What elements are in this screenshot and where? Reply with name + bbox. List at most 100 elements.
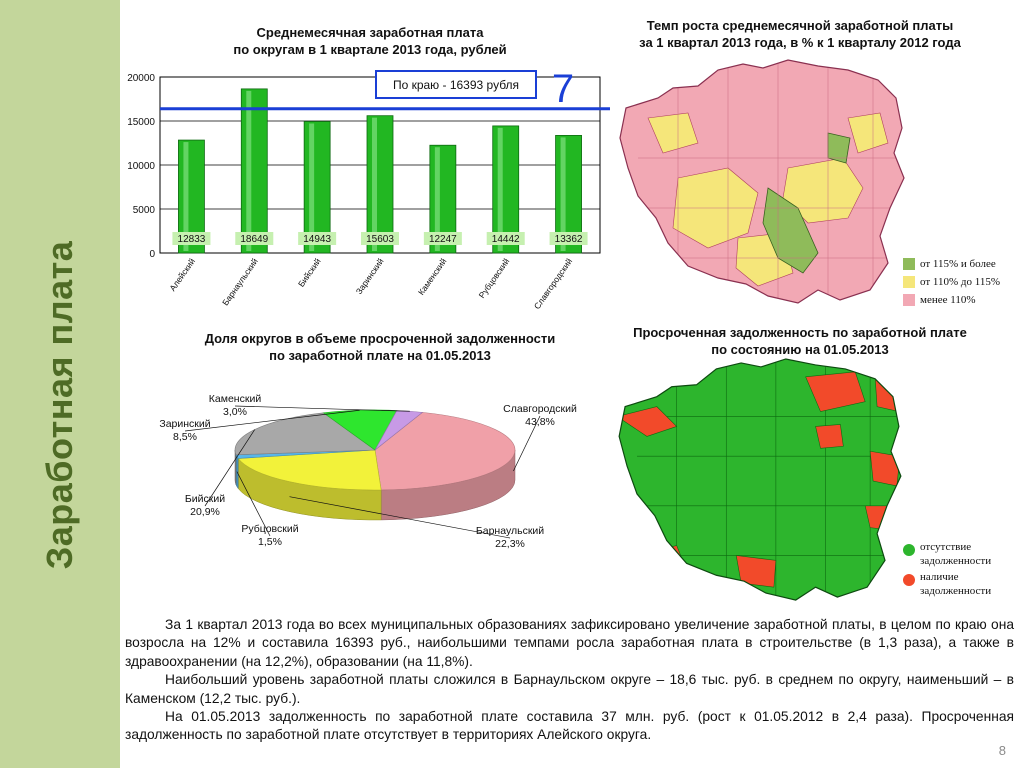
- pie-slice-name: Славгородский: [503, 403, 577, 415]
- bar: [303, 121, 331, 254]
- pie-leader-line: [204, 429, 256, 507]
- bar: [366, 115, 394, 254]
- x-tick-label: Барнаульский: [220, 256, 260, 307]
- data-label: 14943: [303, 234, 331, 245]
- legend-swatch: [903, 276, 915, 288]
- data-label: 13362: [555, 234, 583, 245]
- sidebar: Заработная плата: [0, 0, 120, 768]
- legend-item: отсутствие задолженности: [903, 540, 1006, 568]
- map2-legend: отсутствие задолженности наличие задолже…: [903, 540, 1006, 600]
- legend-item: менее 110%: [903, 291, 1000, 309]
- bar-highlight: [309, 123, 315, 251]
- growth-map: [619, 59, 905, 304]
- pie-slice: [374, 412, 516, 491]
- sidebar-title: Заработная плата: [39, 240, 80, 570]
- map2-title-line: по состоянию на 01.05.2013: [711, 342, 889, 357]
- callout-text: По краю - 16393 рубля: [393, 78, 519, 92]
- bar-highlight: [372, 117, 377, 251]
- map1-title-line: Темп роста среднемесячной заработной пла…: [646, 18, 954, 33]
- pie-slice-name: Рубцовский: [241, 523, 298, 535]
- summary-paragraph: Наибольший уровень заработной платы слож…: [125, 672, 1014, 706]
- pie-chart-title-line: Доля округов в объеме просроченной задол…: [204, 331, 556, 346]
- page-number: 8: [998, 743, 1006, 758]
- bar-chart: 12833 18649 14943 15603 12247 14442 13362 0 500…: [127, 67, 610, 311]
- legend-label: менее 110%: [920, 294, 976, 306]
- data-label-box: [361, 232, 399, 245]
- bar-highlight: [246, 90, 252, 252]
- map1-title-line: за 1 квартал 2013 года, в % к 1 кварталу…: [639, 35, 961, 50]
- pie-slice-name: Заринский: [159, 418, 210, 430]
- pie-slice-value: 1,5%: [258, 536, 282, 548]
- x-tick-label: Алейский: [167, 256, 197, 293]
- bar-highlight: [434, 147, 440, 251]
- data-label-box: [172, 232, 211, 245]
- data-label: 18649: [240, 234, 268, 245]
- bar-chart-title: Среднемесячная заработная плата по округ…: [140, 24, 600, 58]
- map2-title: Просроченная задолженность по заработной…: [590, 324, 1010, 358]
- pie-slice-value: 43,8%: [525, 416, 555, 428]
- y-tick-label: 5000: [133, 205, 156, 216]
- bar-highlight: [560, 137, 566, 251]
- pie-slice-name: Бийский: [185, 493, 225, 505]
- pie-slice: [237, 449, 382, 491]
- data-label: 15603: [366, 234, 394, 245]
- pie-slice-value: 3,0%: [223, 406, 247, 418]
- y-tick-label: 0: [149, 249, 155, 260]
- pie-chart-title: Доля округов в объеме просроченной задол…: [140, 330, 620, 364]
- legend-label: от 115% и более: [920, 258, 996, 270]
- map1-title: Темп роста среднемесячной заработной пла…: [590, 17, 1010, 51]
- legend-item: от 110% до 115%: [903, 273, 1000, 291]
- x-tick-label: Славгородский: [532, 256, 575, 311]
- data-label-box: [298, 232, 337, 245]
- data-label-box: [486, 232, 525, 245]
- bar-chart-title-line: Среднемесячная заработная плата: [256, 25, 484, 40]
- callout-box: [375, 70, 537, 99]
- pie-slice: [234, 412, 376, 456]
- bar-chart-title-line: по округам в 1 квартале 2013 года, рубле…: [233, 42, 507, 57]
- bar-highlight: [183, 142, 189, 251]
- pie-leader-line: [234, 405, 410, 412]
- legend-label: отсутствие задолженности: [920, 541, 992, 567]
- x-tick-label: Заринский: [354, 256, 386, 296]
- legend-label: от 110% до 115%: [920, 276, 1001, 288]
- summary-paragraph: За 1 квартал 2013 года во всех муниципал…: [125, 617, 1014, 669]
- bar: [240, 88, 268, 254]
- x-tick-label: Бийский: [296, 256, 323, 289]
- legend-swatch: [903, 258, 915, 270]
- x-tick-label: Рубцовский: [477, 256, 512, 300]
- data-label: 14442: [492, 234, 520, 245]
- legend-swatch: [903, 294, 915, 306]
- pie-slice-name: Каменский: [209, 393, 262, 405]
- summary-paragraph: На 01.05.2013 задолженность по заработно…: [125, 709, 1014, 743]
- pie-slice-side: [234, 449, 237, 485]
- legend-swatch: [903, 574, 915, 586]
- callout-arrow: 7: [552, 67, 574, 111]
- data-label: 12833: [178, 234, 206, 245]
- debt-map: [618, 358, 902, 601]
- pie-chart-title-line: по заработной плате на 01.05.2013: [269, 348, 491, 363]
- map1-legend: от 115% и более от 110% до 115% менее 11…: [903, 255, 1000, 309]
- data-label: 12247: [429, 234, 457, 245]
- pie-slice-value: 20,9%: [190, 506, 220, 518]
- y-tick-label: 15000: [127, 117, 155, 128]
- data-label-box: [235, 232, 274, 245]
- legend-label: наличие задолженности: [920, 571, 992, 597]
- pie-leader-line: [513, 415, 541, 472]
- pie-slice-name: Барнаульский: [476, 525, 544, 537]
- pie-slice-value: 22,3%: [495, 538, 525, 550]
- bar: [492, 125, 520, 254]
- data-label-box: [423, 232, 462, 245]
- legend-swatch: [903, 544, 915, 556]
- legend-item: наличие задолженности: [903, 570, 1006, 598]
- pie-leader-line: [184, 409, 360, 432]
- summary-text: За 1 квартал 2013 года во всех муниципал…: [125, 616, 1014, 745]
- legend-item: от 115% и более: [903, 255, 1000, 273]
- pie-leader-line: [236, 471, 271, 537]
- data-label-box: [549, 232, 588, 245]
- map2-title-line: Просроченная задолженность по заработной…: [633, 325, 967, 340]
- y-tick-label: 20000: [127, 73, 155, 84]
- y-tick-label: 10000: [127, 161, 155, 172]
- x-tick-label: Каменский: [416, 256, 449, 297]
- pie-leader-line: [289, 496, 511, 539]
